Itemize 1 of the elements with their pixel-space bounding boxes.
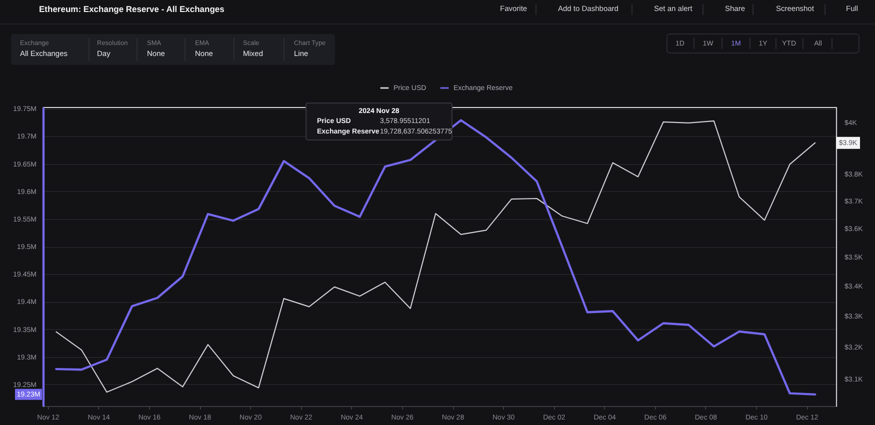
chart-title: Ethereum: Exchange Reserve - All Exchanges [39, 4, 225, 14]
